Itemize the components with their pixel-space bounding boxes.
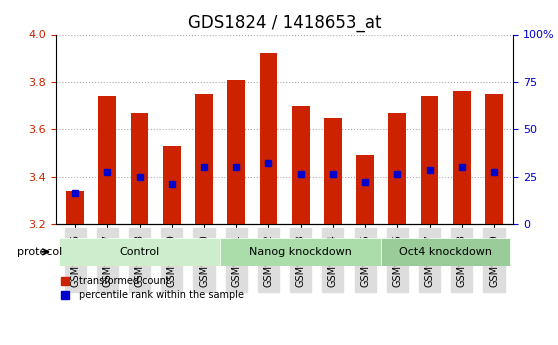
Bar <box>131 113 148 224</box>
Bar <box>195 94 213 224</box>
Text: percentile rank within the sample: percentile rank within the sample <box>79 290 244 299</box>
Text: transformed count: transformed count <box>79 276 170 286</box>
FancyBboxPatch shape <box>381 238 510 266</box>
FancyBboxPatch shape <box>59 238 220 266</box>
Bar <box>66 191 84 224</box>
Text: protocol: protocol <box>17 247 62 257</box>
Bar <box>388 113 406 224</box>
Bar <box>485 94 503 224</box>
Bar <box>324 118 341 224</box>
Bar <box>453 91 470 224</box>
Bar <box>259 53 277 224</box>
Bar <box>356 156 374 224</box>
Bar <box>228 80 245 224</box>
Text: Control: Control <box>119 247 160 257</box>
Bar <box>421 96 439 224</box>
Bar <box>99 96 116 224</box>
Bar <box>163 146 181 224</box>
Title: GDS1824 / 1418653_at: GDS1824 / 1418653_at <box>188 14 381 32</box>
Text: Nanog knockdown: Nanog knockdown <box>249 247 352 257</box>
Text: Oct4 knockdown: Oct4 knockdown <box>399 247 492 257</box>
FancyBboxPatch shape <box>220 238 381 266</box>
Bar <box>292 106 310 224</box>
